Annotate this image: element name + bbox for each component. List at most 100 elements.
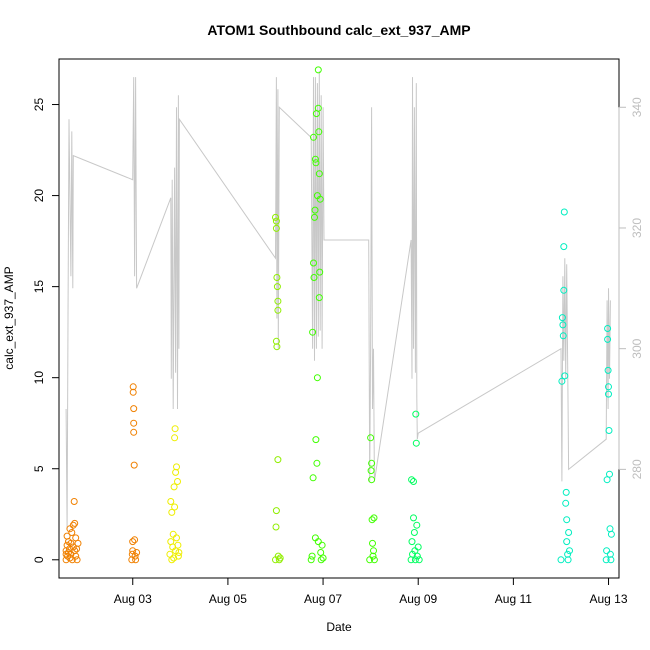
data-point <box>414 543 422 551</box>
data-point <box>272 337 280 345</box>
data-point <box>566 547 573 555</box>
data-point <box>131 552 139 560</box>
data-point <box>133 549 141 556</box>
data-point <box>307 556 315 564</box>
data-point <box>560 208 568 216</box>
data-point <box>309 328 317 336</box>
x-tick-label: Aug 09 <box>399 592 437 606</box>
data-point <box>369 552 377 560</box>
data-point <box>129 388 137 396</box>
data-point <box>604 325 612 332</box>
chart-title: ATOM1 Southbound calc_ext_937_AMP <box>207 22 470 38</box>
y-tick-label: 15 <box>32 280 46 294</box>
data-point <box>370 547 377 555</box>
data-point <box>173 534 180 542</box>
data-point <box>130 428 138 436</box>
data-point <box>74 539 82 547</box>
y2-tick-label: 340 <box>630 97 644 117</box>
data-point <box>272 507 280 515</box>
data-point <box>605 390 612 398</box>
data-point <box>175 549 183 556</box>
data-point <box>310 259 317 267</box>
data-point <box>607 530 615 538</box>
data-point <box>170 483 178 491</box>
data-point <box>308 552 316 560</box>
data-point <box>561 372 569 380</box>
data-point <box>368 459 376 467</box>
data-point <box>415 556 423 564</box>
data-point <box>168 556 176 564</box>
data-point <box>560 286 568 294</box>
data-point <box>411 556 419 564</box>
data-point <box>318 541 326 549</box>
data-point <box>315 170 323 178</box>
data-point <box>315 294 323 302</box>
data-point <box>408 476 416 484</box>
data-point <box>174 478 181 485</box>
data-point <box>309 474 317 482</box>
data-point <box>602 556 610 564</box>
data-point <box>606 470 613 478</box>
data-point <box>314 538 322 546</box>
data-point <box>558 377 566 385</box>
data-point <box>316 195 324 203</box>
y-tick-label: 10 <box>32 371 46 385</box>
data-point <box>313 459 321 467</box>
data-point <box>319 554 327 562</box>
data-point <box>273 274 281 281</box>
y-axis: 0 5 10 15 20 25 <box>32 98 59 563</box>
y2-tick-label: 300 <box>630 338 644 358</box>
x-tick-label: Aug 13 <box>590 592 628 606</box>
data-point <box>71 519 79 527</box>
data-point <box>311 206 319 214</box>
data-point <box>409 550 416 558</box>
data-point <box>171 425 179 433</box>
data-point <box>66 525 74 533</box>
y-axis-label: calc_ext_937_AMP <box>2 266 16 369</box>
data-point <box>72 552 80 560</box>
data-point <box>565 529 573 536</box>
data-point <box>73 556 81 564</box>
data-point <box>317 556 325 564</box>
data-point <box>274 297 282 305</box>
plot-frame <box>58 58 620 579</box>
data-point <box>312 436 320 444</box>
data-point <box>311 213 318 221</box>
data-point <box>559 332 567 340</box>
data-point <box>63 541 71 549</box>
data-point <box>174 552 182 560</box>
x-tick-label: Aug 05 <box>209 592 247 606</box>
data-point <box>412 410 420 418</box>
x-axis: Aug 03 Aug 05 Aug 07 Aug 09 Aug 11 Aug 13 <box>114 578 628 606</box>
data-point <box>559 321 567 329</box>
data-point <box>169 530 177 538</box>
data-point <box>171 434 179 442</box>
data-point <box>273 283 281 291</box>
data-point <box>408 538 416 546</box>
data-point <box>557 556 565 564</box>
data-point <box>311 155 319 163</box>
data-point <box>276 554 284 562</box>
data-point <box>272 523 280 531</box>
data-point <box>173 463 180 471</box>
data-point <box>314 66 322 74</box>
x-axis-label: Date <box>326 620 352 634</box>
data-point <box>130 461 138 469</box>
data-point <box>605 383 612 391</box>
data-point <box>310 274 318 281</box>
x-tick-label: Aug 07 <box>304 592 342 606</box>
data-point <box>69 521 77 529</box>
data-point <box>604 335 612 343</box>
y2-tick-label: 320 <box>630 218 644 238</box>
y-tick-label: 25 <box>32 98 46 112</box>
data-point <box>603 547 611 555</box>
data-point <box>274 552 282 560</box>
data-point <box>558 314 566 322</box>
x-tick-label: Aug 11 <box>495 592 532 606</box>
data-point <box>607 556 615 564</box>
data-point <box>273 343 281 351</box>
data-point <box>70 498 78 505</box>
data-point <box>132 556 140 564</box>
y2-axis: 280 300 320 340 <box>618 97 644 479</box>
data-point <box>316 268 324 276</box>
